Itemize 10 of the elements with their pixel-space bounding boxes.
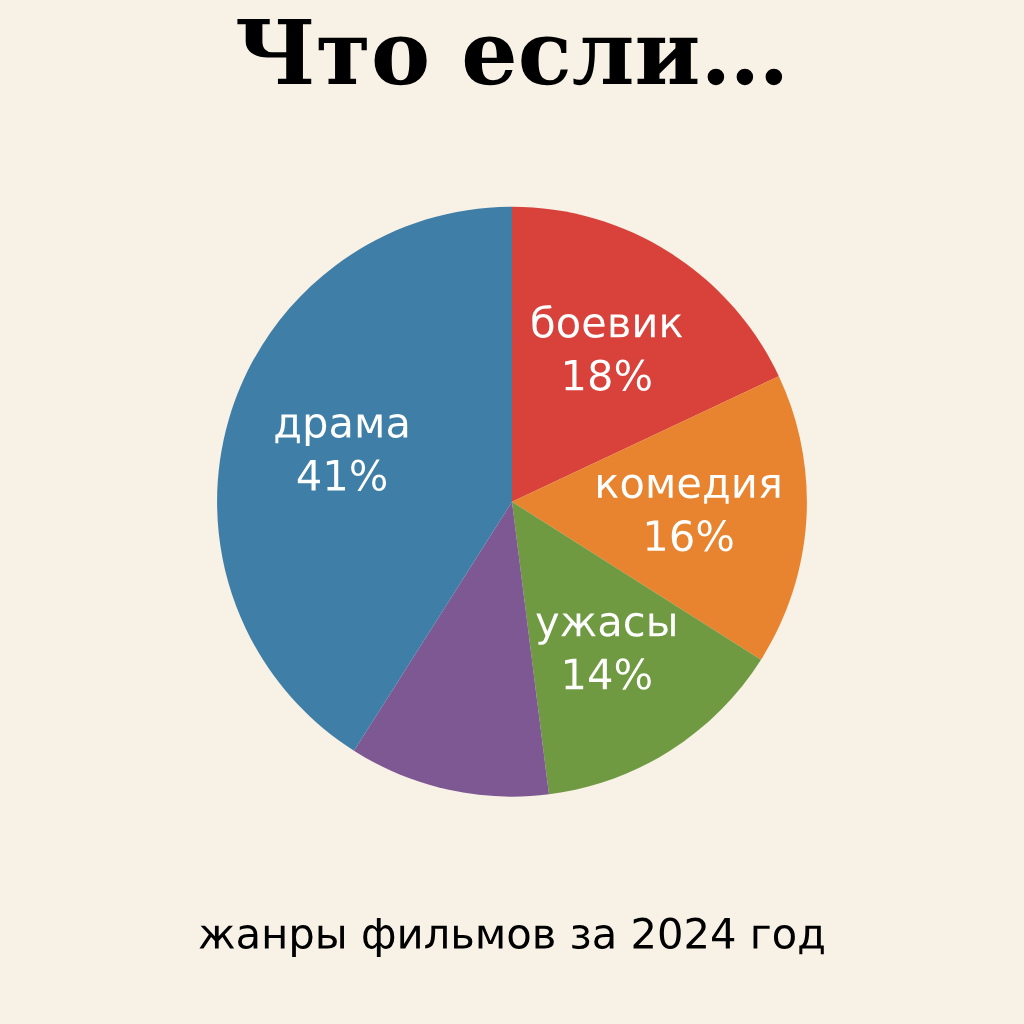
slice-label: драма	[275, 414, 408, 447]
text: жанры фильмов за 2024 год	[199, 917, 824, 958]
data-label: 14%	[565, 658, 651, 690]
chart-title: Что если…	[237, 19, 783, 86]
data-label: 16%	[646, 519, 733, 552]
data-label: 41%	[297, 459, 387, 491]
data-label: 18%	[565, 359, 651, 391]
slice-label: ужасы	[536, 612, 675, 645]
slice-label: комедия	[598, 474, 780, 504]
slice-label: боевик	[532, 304, 683, 338]
